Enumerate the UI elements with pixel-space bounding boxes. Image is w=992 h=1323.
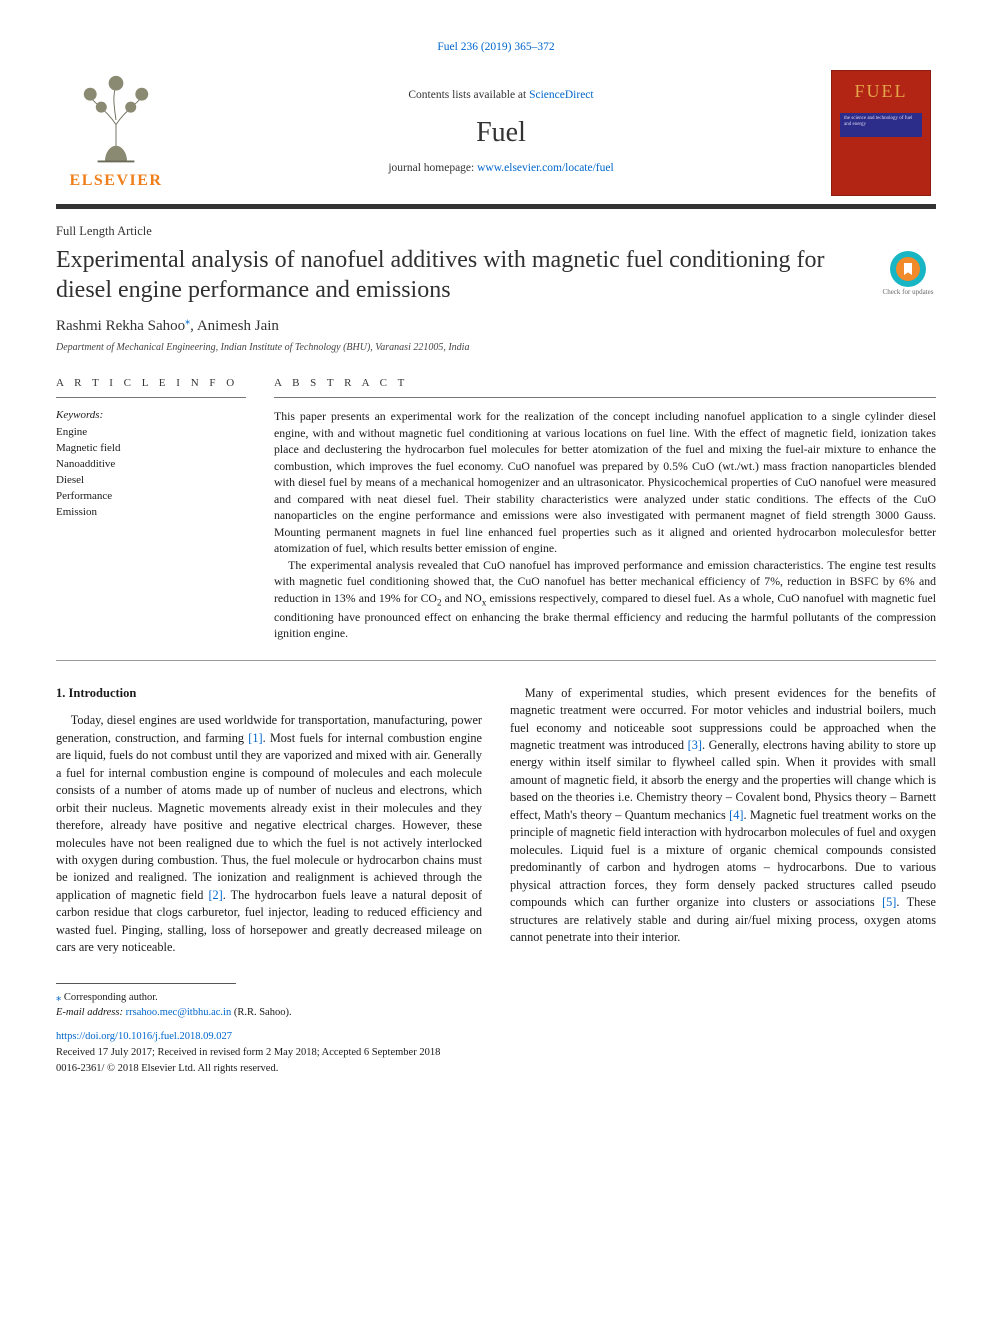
contents-line: Contents lists available at ScienceDirec… [408, 88, 593, 104]
cover-strip: the science and technology of fuel and e… [840, 113, 922, 137]
received-line: Received 17 July 2017; Received in revis… [56, 1045, 936, 1061]
article-info-column: A R T I C L E I N F O Keywords: Engine M… [56, 376, 246, 642]
citation-ref[interactable]: [2] [208, 888, 222, 902]
corresponding-email-link[interactable]: rrsahoo.mec@itbhu.ac.in [126, 1007, 232, 1018]
article-type-label: Full Length Article [56, 223, 936, 240]
crossmark-outer-circle [890, 251, 926, 287]
contents-prefix: Contents lists available at [408, 89, 529, 101]
article-info-heading: A R T I C L E I N F O [56, 376, 246, 398]
homepage-line: journal homepage: www.elsevier.com/locat… [388, 161, 613, 177]
abstract-p2: The experimental analysis revealed that … [274, 557, 936, 642]
bookmark-icon [900, 261, 916, 277]
intro-p2: Many of experimental studies, which pres… [510, 685, 936, 947]
author-line: Rashmi Rekha Sahoo⁎, Animesh Jain [56, 315, 936, 336]
body-two-column: 1. Introduction Today, diesel engines ar… [56, 685, 936, 957]
citation-ref[interactable]: [5] [882, 895, 896, 909]
sciencedirect-link[interactable]: ScienceDirect [529, 89, 594, 101]
author-1: Rashmi Rekha Sahoo [56, 318, 185, 334]
doi-link[interactable]: https://doi.org/10.1016/j.fuel.2018.09.0… [56, 1031, 232, 1042]
crossmark-inner-circle [896, 257, 920, 281]
abstract-p1: This paper presents an experimental work… [274, 408, 936, 557]
citation-ref[interactable]: [3] [688, 738, 702, 752]
article-title: Experimental analysis of nanofuel additi… [56, 245, 862, 305]
keywords-label: Keywords: [56, 408, 246, 423]
abstract-column: A B S T R A C T This paper presents an e… [274, 376, 936, 642]
abstract-text: This paper presents an experimental work… [274, 408, 936, 642]
citation-ref[interactable]: [4] [729, 808, 743, 822]
keyword: Nanoadditive [56, 457, 246, 473]
intro-p1: Today, diesel engines are used worldwide… [56, 712, 482, 956]
masthead-center: Contents lists available at ScienceDirec… [176, 70, 826, 196]
publisher-logo-block: ELSEVIER [56, 70, 176, 196]
check-for-updates-text: Check for updates [883, 289, 934, 297]
abstract-heading: A B S T R A C T [274, 376, 936, 398]
keyword: Performance [56, 489, 246, 505]
affiliation: Department of Mechanical Engineering, In… [56, 341, 936, 355]
homepage-prefix: journal homepage: [388, 162, 477, 174]
journal-cover-thumb: FUEL the science and technology of fuel … [831, 70, 931, 196]
keyword: Engine [56, 425, 246, 441]
journal-cover-block: FUEL the science and technology of fuel … [826, 70, 936, 196]
keyword: Diesel [56, 473, 246, 489]
footnote-rule [56, 983, 236, 984]
corr-star-icon: ⁎ [56, 992, 61, 1003]
issn-copyright-line: 0016-2361/ © 2018 Elsevier Ltd. All righ… [56, 1061, 936, 1077]
elsevier-wordmark: ELSEVIER [70, 170, 163, 192]
email-line: E-mail address: rrsahoo.mec@itbhu.ac.in … [56, 1005, 936, 1021]
elsevier-tree-icon [68, 72, 164, 168]
author-2: , Animesh Jain [190, 318, 279, 334]
journal-homepage-link[interactable]: www.elsevier.com/locate/fuel [477, 162, 614, 174]
cover-title: FUEL [855, 79, 908, 103]
journal-masthead: ELSEVIER Contents lists available at Sci… [56, 70, 936, 209]
keyword: Emission [56, 505, 246, 521]
issue-citation[interactable]: Fuel 236 (2019) 365–372 [56, 40, 936, 56]
citation-ref[interactable]: [1] [248, 731, 262, 745]
journal-name: Fuel [476, 114, 526, 152]
keyword: Magnetic field [56, 441, 246, 457]
check-for-updates-badge[interactable]: Check for updates [880, 245, 936, 297]
footnote-block: ⁎ Corresponding author. E-mail address: … [56, 990, 936, 1077]
section-heading-intro: 1. Introduction [56, 685, 482, 703]
corresponding-author-note: ⁎ Corresponding author. [56, 990, 936, 1006]
